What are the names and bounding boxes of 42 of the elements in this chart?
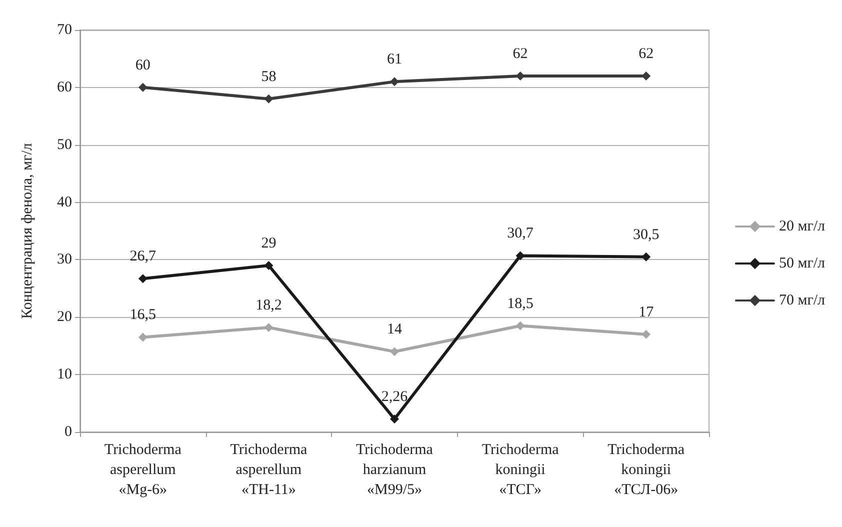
legend-label: 70 мг/л: [778, 292, 826, 308]
y-tick-label: 10: [57, 366, 72, 383]
data-label: 16,5: [130, 307, 156, 324]
point: [264, 260, 274, 270]
y-axis-title: Концентрация фенола, мг/л: [20, 142, 36, 319]
data-label: 18,5: [507, 296, 534, 312]
data-label: 30,5: [632, 226, 660, 243]
y-tick-label: 70: [57, 22, 72, 38]
y-tick-label: 0: [64, 424, 72, 440]
legend-label: 50 мг/л: [778, 256, 826, 272]
data-label: 14: [387, 322, 402, 338]
data-label: 2,26: [381, 389, 408, 406]
point: [264, 322, 274, 332]
point: [138, 82, 148, 92]
y-tick-label: 50: [57, 136, 72, 153]
point: [390, 414, 399, 424]
y-tick-label: 20: [57, 309, 72, 326]
data-label: 30,7: [507, 226, 534, 242]
data-label: 61: [387, 52, 402, 68]
y-tick-label: 30: [57, 252, 72, 268]
x-tick-label: Trichoderma asperellum «Mg-6»: [104, 442, 182, 498]
point: [390, 347, 399, 356]
point: [642, 330, 651, 339]
y-tick-label: 40: [57, 194, 72, 210]
data-label: 62: [638, 46, 654, 62]
x-tick-label: Trichoderma koningii «ТСГ»: [482, 442, 560, 498]
data-label: 62: [512, 46, 528, 62]
data-label: 29: [261, 235, 276, 252]
data-label: 26,7: [130, 248, 157, 265]
point: [264, 94, 274, 104]
point: [390, 77, 399, 86]
point: [138, 274, 148, 284]
data-label: 17: [638, 304, 654, 320]
data-label: 60: [135, 57, 150, 74]
y-tick-label: 60: [57, 79, 72, 96]
data-label: 58: [261, 68, 276, 85]
data-label: 18,2: [256, 297, 282, 314]
x-tick-label: Trichoderma asperellum «TH-11»: [230, 442, 308, 498]
x-tick-label: Trichoderma koningii «ТСЛ-06»: [608, 442, 685, 498]
point: [642, 252, 651, 262]
x-tick-label: Trichoderma harzianum «M99/5»: [356, 442, 434, 498]
legend-label: 20 мг/л: [778, 218, 826, 234]
